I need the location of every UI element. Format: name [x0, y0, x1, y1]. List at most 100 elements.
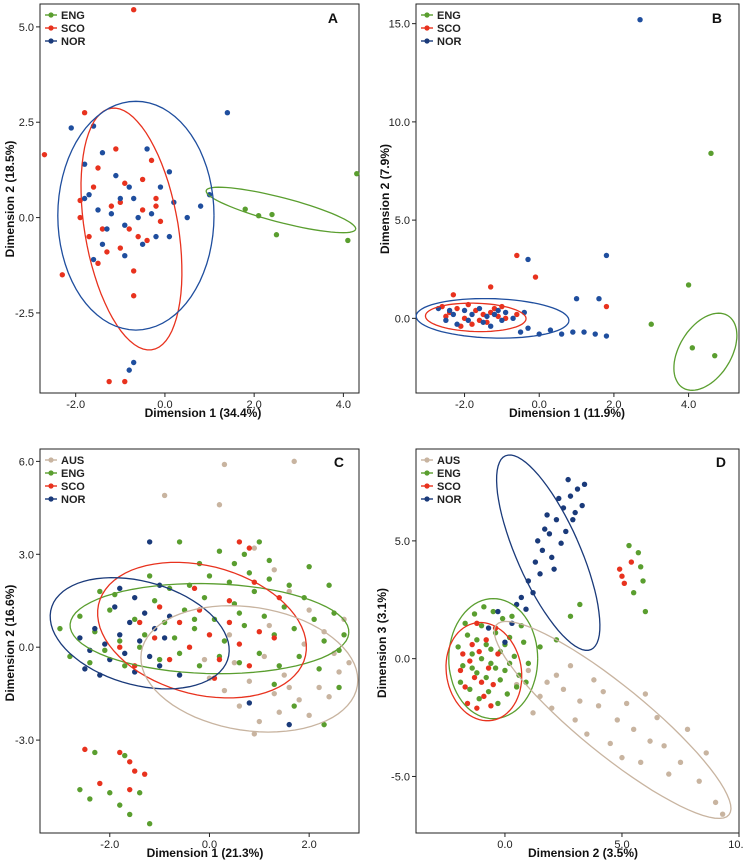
panel-c-point-nor [117, 585, 123, 592]
panel-d-point-aus [637, 759, 644, 766]
panel-d-point-eng [469, 665, 475, 671]
panel-c-point-aus [336, 669, 342, 675]
panel-d-point-eng [488, 660, 494, 667]
panel-d-point-eng [483, 641, 489, 648]
panel-c-point-aus [306, 607, 312, 613]
panel-c-point-sco [191, 585, 198, 592]
panel-d-point-eng [577, 601, 583, 608]
panel-b-point-nor [480, 319, 486, 325]
panel-c-frame [39, 448, 360, 834]
panel-d-ellipse-nor [495, 454, 601, 651]
panel-a-point-nor [113, 172, 119, 179]
panel-a-point-nor [139, 241, 146, 247]
panel-d-ellipse-eng [448, 597, 539, 720]
panel-d-point-aus [600, 688, 606, 695]
panel-d-point-aus [607, 740, 613, 747]
panel-d-point-eng [478, 655, 485, 662]
panel-a-point-nor [104, 226, 110, 232]
panel-a-ylabel: Dimension 2 (18.5%) [3, 141, 17, 258]
panel-d-point-aus [525, 667, 532, 674]
panel-c-point-aus [256, 718, 263, 725]
panel-b-point-nor [525, 325, 531, 331]
panel-c-point-eng [191, 616, 198, 623]
panel-c-point-sco [132, 768, 138, 774]
panel-c-point-aus [216, 502, 223, 508]
panel-d-point-eng [504, 691, 510, 697]
panel-c-ytick-label: -3.0 [15, 735, 34, 747]
panel-d-point-sco [485, 665, 492, 671]
panel-c-point-eng [117, 638, 123, 644]
panel-a-legend-dot-sco [48, 25, 54, 31]
panel-c-point-eng [191, 625, 198, 632]
panel-d-point-sco [481, 693, 487, 700]
panel-b-xlabel: Dimension 1 (11.9%) [509, 406, 625, 420]
panel-a-point-sco [86, 233, 92, 240]
panel-d-legend-label-nor: NOR [437, 494, 462, 506]
panel-b-point-nor [454, 321, 460, 327]
panel-b-point-nor [446, 307, 453, 314]
panel-a-legend-dot-nor [48, 38, 54, 44]
panel-b-point-eng [648, 321, 654, 327]
panel-c-point-sco [226, 598, 233, 604]
panel-c-point-eng [321, 638, 327, 644]
panel-d-point-eng [483, 674, 489, 681]
panel-c-point-eng [326, 582, 332, 588]
panel-c-point-aus [201, 656, 208, 663]
panel-d-point-eng [506, 634, 513, 641]
panel-c-point-eng [196, 663, 203, 669]
panel-d-point-nor [539, 547, 546, 554]
panel-c-point-nor [112, 604, 118, 610]
panel-d-point-eng [455, 644, 461, 650]
panel-c-point-nor [122, 650, 128, 657]
panel-c-point-eng [246, 570, 253, 576]
panel-d-point-sco [621, 580, 628, 586]
panel-d-point-eng [511, 653, 518, 660]
panel-c-point-eng [92, 749, 98, 756]
panel-d-point-nor [579, 502, 585, 509]
panel-c-point-eng [141, 632, 148, 638]
panel-a-point-sco [153, 203, 159, 209]
panel-a-point-sco [117, 245, 124, 251]
panel-c-point-aus [251, 545, 258, 551]
panel-b-point-nor [603, 252, 610, 259]
panel-d-point-nor [574, 486, 581, 492]
panel-b-ellipse-eng [673, 312, 738, 391]
panel-d-point-eng [471, 611, 478, 617]
panel-b-point-eng [712, 352, 718, 359]
panel-a-point-nor [135, 214, 141, 221]
panel-c-point-sco [216, 656, 223, 663]
panel-c-point-eng [226, 579, 233, 585]
panel-c-legend-dot-nor [48, 496, 54, 502]
panel-d-point-aus [712, 799, 719, 806]
panel-a-point-sco [95, 165, 101, 171]
panel-c-point-nor [176, 672, 183, 678]
panel-b-ytick-label: 0.0 [395, 313, 410, 325]
panel-d-point-sco [476, 648, 482, 655]
panel-d-point-aus [661, 743, 667, 749]
panel-d-point-nor [570, 516, 576, 523]
panel-d-point-eng [478, 622, 485, 629]
panel-c-point-eng [271, 681, 277, 688]
panel-d-xtick-label: 5.0 [614, 839, 629, 851]
panel-d-point-aus [630, 726, 637, 733]
panel-b-point-nor [465, 317, 471, 324]
panel-c-point-eng [291, 625, 297, 632]
panel-d-point-nor [532, 559, 539, 565]
panel-d-point-nor [563, 528, 569, 535]
panel-c-point-aus [276, 709, 282, 715]
panel-a-point-sco [117, 199, 124, 206]
panel-d-point-eng [460, 663, 466, 669]
panel-d-point-nor [544, 512, 550, 518]
panel-d-point-aus [544, 679, 550, 685]
panel-b-point-nor [603, 333, 610, 339]
panel-a: A Dimension 1 (34.4%) Dimension 2 (18.5%… [3, 3, 360, 420]
panel-c-point-sco [256, 629, 263, 635]
panel-c-ellipse-aus [140, 605, 359, 733]
panel-d-point-sco [460, 651, 466, 657]
panel-c-point-nor [102, 641, 108, 647]
panel-d-ytick-label: -5.0 [391, 771, 410, 783]
panel-c-xlabel: Dimension 1 (21.3%) [147, 846, 264, 860]
panel-c-point-sco [117, 749, 123, 756]
panel-c-point-eng [221, 638, 228, 644]
panel-d-point-aus [614, 717, 620, 723]
